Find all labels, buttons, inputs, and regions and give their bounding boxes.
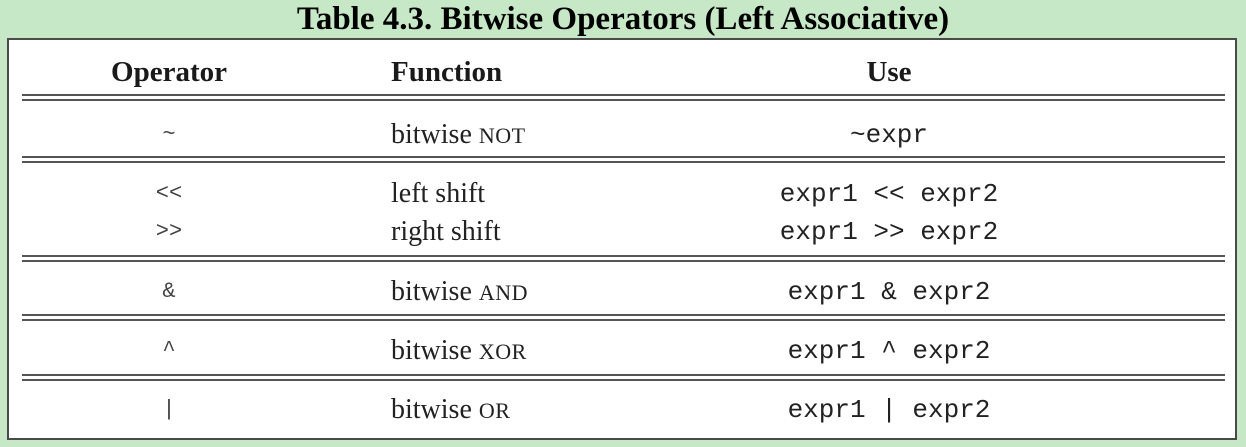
function-cell: left shift [391, 178, 486, 209]
use-cell: expr1 >> expr2 [779, 217, 999, 247]
operator-cell: | [162, 397, 176, 422]
group-divider [22, 255, 1225, 262]
function-cell: right shift [391, 216, 501, 247]
function-keyword: OR [478, 398, 511, 423]
operator-cell: >> [155, 219, 183, 244]
operator-cell: & [162, 279, 176, 304]
operator-cell: << [155, 181, 183, 206]
group-divider [22, 156, 1225, 163]
use-cell: expr1 & expr2 [787, 277, 991, 307]
operator-cell: ^ [162, 338, 176, 363]
function-keyword: AND [478, 280, 529, 305]
group-divider [22, 314, 1225, 321]
use-cell: expr1 << expr2 [779, 179, 999, 209]
column-header-use: Use [866, 56, 912, 88]
use-cell: expr1 ^ expr2 [787, 336, 991, 366]
header-divider [22, 94, 1225, 101]
operator-cell: ~ [162, 122, 176, 147]
function-word: bitwise [391, 335, 472, 366]
function-word: bitwise [391, 394, 472, 425]
function-word: bitwise [391, 119, 472, 150]
use-cell: ~expr [849, 120, 928, 150]
use-cell: expr1 | expr2 [787, 395, 991, 425]
table-title: Table 4.3. Bitwise Operators (Left Assoc… [296, 1, 950, 37]
function-keyword: NOT [478, 123, 526, 148]
column-header-function: Function [391, 56, 503, 88]
function-keyword: XOR [478, 339, 527, 364]
function-cell: bitwise NOT [391, 117, 526, 154]
function-cell: bitwise XOR [391, 333, 527, 370]
function-cell: bitwise AND [391, 274, 528, 311]
group-divider [22, 374, 1225, 381]
function-word: bitwise [391, 276, 472, 307]
column-header-operator: Operator [111, 56, 227, 88]
function-cell: bitwise OR [391, 392, 510, 429]
table-panel: Operator Function Use ~ bitwise NOT ~exp… [7, 38, 1237, 440]
